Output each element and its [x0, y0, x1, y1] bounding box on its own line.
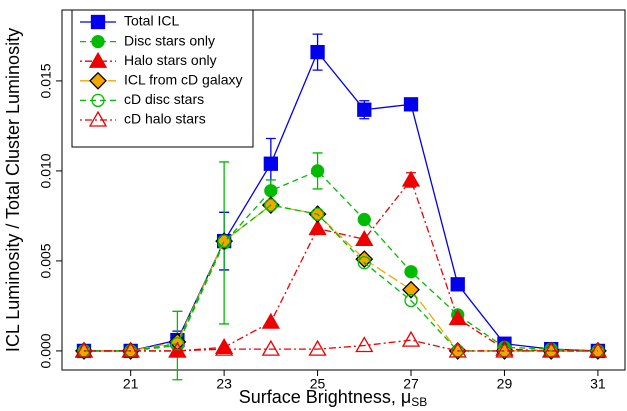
marker-circle: [310, 207, 325, 221]
marker-triangle: [401, 170, 421, 187]
marker-triangle: [588, 341, 608, 358]
marker-square: [263, 156, 278, 171]
marker-triangle: [308, 339, 327, 356]
y-axis-label: ICL Luminosity / Total Cluster Luminosit…: [3, 28, 23, 352]
y-tick-label: 0.000: [38, 333, 54, 368]
series: [77, 198, 605, 358]
series-line: [83, 204, 598, 352]
marker-triangle: [495, 341, 514, 358]
legend-label: ICL from cD galaxy: [124, 72, 243, 88]
marker-circle: [357, 212, 371, 227]
x-tick-label: 27: [403, 376, 419, 392]
x-tick-label: 25: [310, 376, 326, 392]
marker-circle: [264, 184, 278, 198]
marker-triangle: [448, 341, 467, 358]
marker-circle: [404, 293, 418, 308]
legend-label: cD halo stars: [124, 111, 206, 127]
marker-square: [310, 44, 325, 60]
y-tick-label: 0.010: [38, 153, 54, 188]
marker-triangle: [121, 341, 140, 358]
x-tick-label: 29: [497, 376, 513, 392]
marker-triangle: [74, 341, 94, 358]
series-line: [83, 178, 598, 352]
marker-circle: [170, 337, 185, 351]
marker-square: [357, 102, 372, 117]
marker-circle: [264, 198, 278, 212]
marker-triangle: [355, 336, 374, 353]
marker-triangle: [215, 339, 234, 356]
series-line: [83, 339, 598, 352]
legend-label: Total ICL: [124, 13, 179, 29]
marker-circle: [310, 164, 325, 178]
x-tick-label: 31: [590, 376, 606, 392]
marker-circle: [91, 34, 105, 49]
marker-triangle: [88, 110, 108, 127]
marker-circle: [91, 93, 105, 108]
marker-triangle: [401, 330, 421, 347]
marker-triangle: [355, 230, 374, 246]
marker-triangle: [168, 341, 187, 358]
y-tick-label: 0.015: [38, 63, 54, 98]
legend-label: Disc stars only: [124, 32, 215, 48]
series-line: [83, 204, 598, 352]
marker-circle: [217, 234, 231, 248]
marker-diamond: [89, 71, 107, 90]
marker-triangle: [88, 51, 108, 68]
x-tick-label: 21: [123, 376, 139, 392]
legend-label: cD disc stars: [124, 91, 204, 107]
marker-triangle: [542, 341, 561, 358]
series: [75, 196, 607, 360]
marker-square: [90, 14, 106, 30]
series-line: [83, 170, 598, 352]
marker-circle: [357, 256, 371, 270]
series: [74, 170, 608, 358]
marker-square: [450, 277, 465, 292]
marker-square: [403, 97, 419, 112]
x-axis-label: Surface Brightness, μSB: [239, 387, 427, 409]
plot-frame: [61, 9, 626, 371]
marker-triangle: [261, 339, 280, 356]
x-axis-label-main: Surface Brightness, μ: [239, 387, 411, 407]
marker-circle: [404, 265, 418, 279]
legend-label: Halo stars only: [124, 52, 217, 68]
x-axis-label-sub: SB: [411, 395, 427, 409]
marker-triangle: [448, 309, 467, 326]
marker-triangle: [261, 312, 280, 329]
series: [74, 330, 608, 358]
marker-triangle: [308, 219, 327, 236]
marker-diamond: [402, 280, 420, 299]
x-tick-label: 23: [216, 376, 232, 392]
y-tick-label: 0.005: [38, 243, 54, 278]
